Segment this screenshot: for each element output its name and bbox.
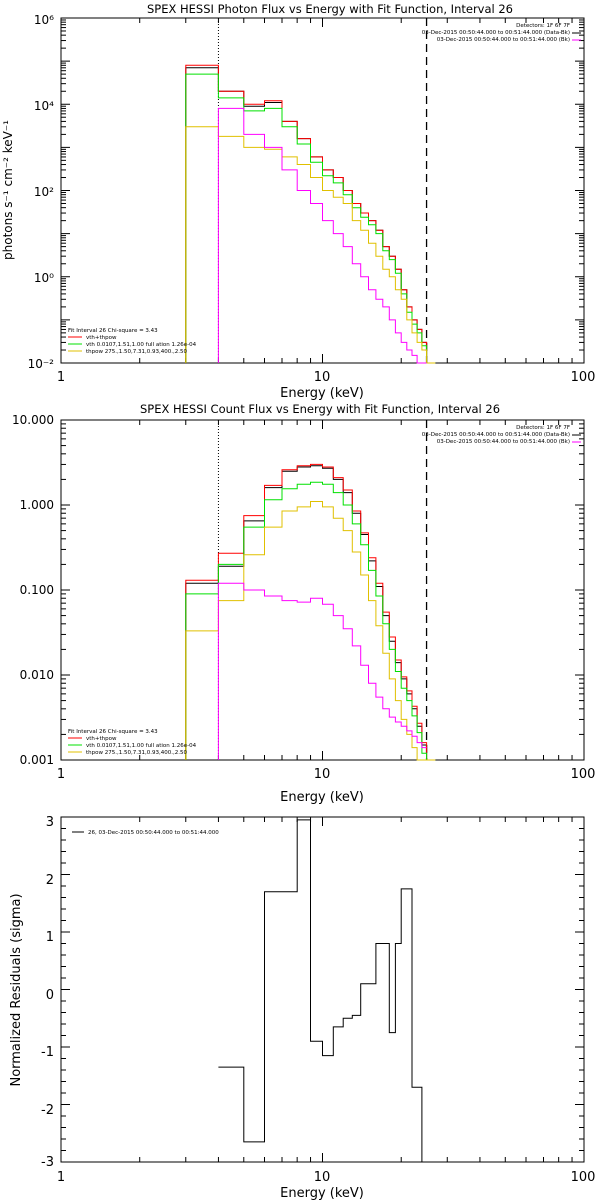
panel2-title: SPEX HESSI Count Flux vs Energy with Fit… — [140, 402, 500, 416]
panel3-ytick-label: -1 — [41, 1045, 54, 1060]
panel3-x-axis-label: Energy (keV) — [280, 1186, 364, 1200]
panel3-ytick-label: -2 — [41, 1103, 54, 1118]
panel2-header-line: 03-Dec-2015 00:50:44.000 to 00:51:44.000… — [437, 439, 570, 445]
series-vth-thpow — [185, 463, 436, 761]
panel2-header-info: Detectors: 1F 6F 7F 03-Dec-2015 00:50:44… — [422, 425, 581, 445]
panel1-header-line: 03-Dec-2015 00:50:44.000 to 00:51:44.000… — [437, 37, 570, 43]
panel3-axes — [60, 816, 584, 1163]
panel1-ytick-label: 10⁶ — [34, 13, 54, 27]
series-vth — [185, 481, 436, 761]
panel2-ytick-label: 10.000 — [12, 413, 54, 427]
panel2-fit-line: Fit Interval 26 Chi-square = 3.43 — [68, 729, 158, 735]
panel2-ytick-label: 0.010 — [20, 668, 54, 682]
panel1-xtick-label: 1 — [57, 370, 65, 385]
panel2-fit-legend: Fit Interval 26 Chi-square = 3.43 vth+th… — [68, 729, 197, 756]
panel2-x-axis-label: Energy (keV) — [280, 790, 364, 805]
series-data-bk — [185, 465, 436, 761]
series-residuals — [218, 819, 427, 1163]
panel1-ytick-label: 10⁰ — [34, 271, 54, 285]
panel2-y-tick-labels: 0.001 0.010 0.100 1.000 10.000 — [12, 413, 54, 767]
panel1-fit-line: vth 0.0107,1.51,1.00 full ation 1.26e-04 — [86, 342, 197, 348]
series-data-bk — [185, 67, 436, 364]
panel3-series — [218, 819, 427, 1163]
panel1-fit-line: thpow 275.,1.50,7.31,0.93,400.,2.50 — [86, 349, 187, 355]
panel2-ytick-label: 1.000 — [20, 498, 54, 512]
panel3-y-tick-labels: 3 2 1 0 -1 -2 -3 — [41, 815, 54, 1170]
series-bk — [217, 582, 427, 760]
panel3-x-tick-labels: 1 10 100 — [57, 1170, 596, 1185]
panel3-xtick-label: 100 — [571, 1170, 596, 1185]
panel1-x-axis-label: Energy (keV) — [280, 386, 364, 401]
panel2-xtick-label: 100 — [571, 767, 596, 782]
panel1-title: SPEX HESSI Photon Flux vs Energy with Fi… — [147, 2, 513, 16]
panel3-y-axis-label: Normalized Residuals (sigma) — [9, 893, 24, 1086]
panel3-ytick-label: -3 — [41, 1155, 54, 1170]
series-thpow — [185, 501, 436, 761]
panel2-axes — [60, 420, 584, 761]
panel2-xtick-label: 1 — [57, 767, 65, 782]
panel1-header-line: Detectors: 1F 6F 7F — [516, 23, 570, 29]
panel2-x-tick-labels: 1 10 100 — [57, 767, 596, 782]
panel3-xtick-label: 1 — [57, 1170, 65, 1185]
panel2-plot-frame — [60, 419, 585, 761]
panel-residuals: 3 2 1 0 -1 -2 -3 1 10 100 Energy (keV) N… — [9, 815, 595, 1200]
panel-photon-flux: SPEX HESSI Photon Flux vs Energy with Fi… — [1, 2, 595, 401]
panel1-fit-legend: Fit Interval 26 Chi-square = 3.43 vth+th… — [68, 328, 197, 355]
panel-count-flux: SPEX HESSI Count Flux vs Energy with Fit… — [12, 402, 595, 805]
panel1-axes — [60, 18, 584, 364]
panel3-legend: 26, 03-Dec-2015 00:50:44.000 to 00:51:44… — [72, 830, 219, 836]
panel3-ytick-label: 0 — [46, 988, 54, 1003]
panel2-series — [185, 463, 436, 761]
panel2-header-line: 03-Dec-2015 00:50:44.000 to 00:51:44.000… — [422, 432, 570, 438]
series-vth-thpow — [185, 64, 436, 364]
panel1-fit-line: vth+thpow — [86, 335, 117, 341]
panel2-ytick-label: 0.001 — [20, 753, 54, 767]
panel1-ytick-label: 10² — [34, 185, 54, 199]
series-vth — [185, 73, 436, 364]
panel1-xtick-label: 100 — [571, 370, 596, 385]
panel1-y-axis-label: photons s⁻¹ cm⁻² keV⁻¹ — [1, 120, 15, 260]
panel1-ytick-label: 10⁴ — [34, 99, 54, 113]
panel1-ytick-label: 10⁻² — [28, 357, 55, 371]
panel1-xtick-label: 10 — [314, 370, 331, 385]
series-bk — [217, 107, 427, 364]
panel1-fit-line: Fit Interval 26 Chi-square = 3.43 — [68, 328, 158, 334]
panel2-fit-line: vth+thpow — [86, 736, 117, 742]
panel2-header-line: Detectors: 1F 6F 7F — [516, 425, 570, 431]
panel3-plot-frame — [60, 816, 585, 1163]
panel3-legend-label: 26, 03-Dec-2015 00:50:44.000 to 00:51:44… — [88, 830, 219, 836]
panel1-header-line: 03-Dec-2015 00:50:44.000 to 00:51:44.000… — [422, 30, 570, 36]
panel1-series — [185, 64, 436, 364]
panel1-x-tick-labels: 1 10 100 — [57, 370, 596, 385]
panel2-ytick-label: 0.100 — [20, 583, 54, 597]
series-thpow — [185, 126, 436, 364]
panel2-fit-line: thpow 275.,1.50,7.31,0.93,400.,2.50 — [86, 750, 187, 756]
panel1-y-tick-labels: 10⁻² 10⁰ 10² 10⁴ 10⁶ — [28, 13, 55, 371]
panel2-fit-line: vth 0.0107,1.51,1.00 full ation 1.26e-04 — [86, 743, 197, 749]
panel3-ytick-label: 2 — [46, 873, 54, 888]
panel3-xtick-label: 10 — [314, 1170, 331, 1185]
panel2-xtick-label: 10 — [314, 767, 331, 782]
panel1-header-info: Detectors: 1F 6F 7F 03-Dec-2015 00:50:44… — [422, 23, 581, 43]
panel3-ytick-label: 3 — [46, 815, 54, 830]
panel3-ytick-label: 1 — [46, 930, 54, 945]
